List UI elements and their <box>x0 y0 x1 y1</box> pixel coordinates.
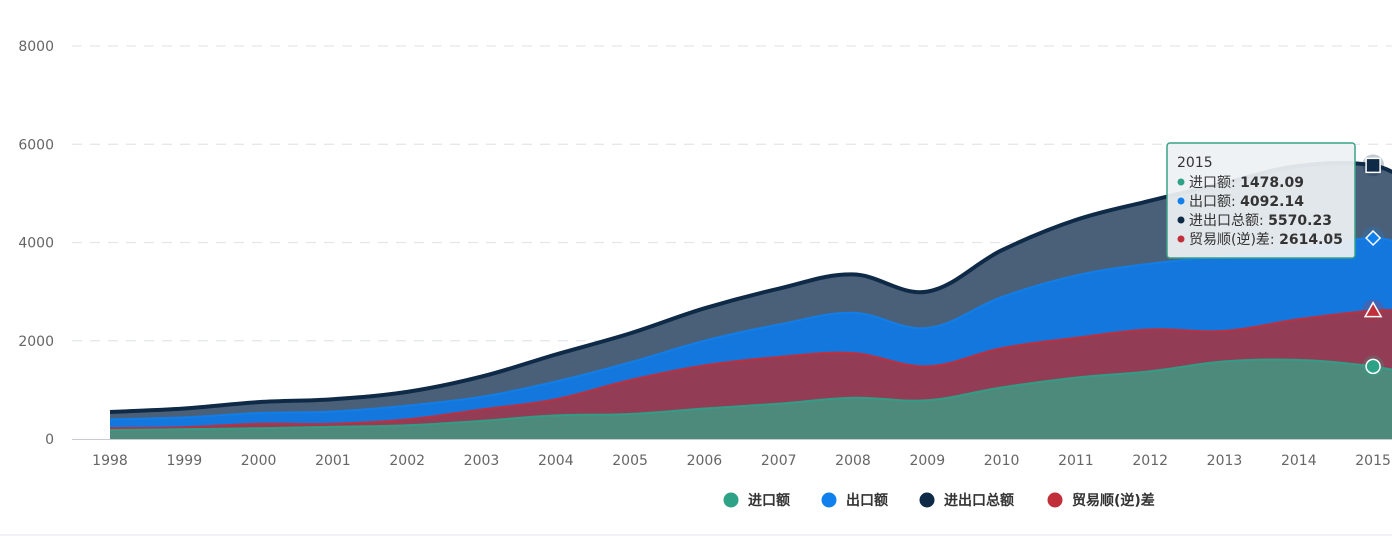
x-tick-label: 2002 <box>389 453 425 469</box>
y-tick-label: 4000 <box>18 236 54 252</box>
tooltip-swatch <box>1177 216 1185 224</box>
legend-item[interactable]: 进口额 <box>723 492 791 509</box>
x-tick-label: 2000 <box>241 453 277 469</box>
bottom-divider <box>0 534 1392 536</box>
x-tick-label: 2015 <box>1355 453 1391 469</box>
data-point-marker[interactable] <box>1365 157 1381 174</box>
x-tick-label: 2006 <box>687 453 723 469</box>
tooltip-swatch <box>1177 197 1185 205</box>
x-tick-label: 2005 <box>612 453 648 469</box>
tooltip-label: 进出口总额: <box>1189 213 1268 229</box>
x-tick-label: 2004 <box>538 453 574 469</box>
legend-swatch <box>821 492 837 508</box>
legend-label: 出口额 <box>846 492 888 509</box>
tooltip-entry: 出口额: 4092.14 <box>1189 194 1304 210</box>
legend-label: 进口额 <box>748 492 790 509</box>
y-tick-label: 8000 <box>18 39 54 55</box>
data-point-marker[interactable] <box>1365 229 1382 247</box>
legend-swatch <box>723 492 739 508</box>
legend-label: 进出口总额 <box>944 492 1014 509</box>
series-line-4 <box>109 308 1392 430</box>
x-tick-label: 2012 <box>1132 453 1168 469</box>
tooltip-title: 2015 <box>1177 155 1213 171</box>
data-point-marker[interactable] <box>1363 301 1383 318</box>
tooltip-label: 出口额: <box>1189 194 1240 210</box>
legend[interactable]: 进口额 出口额 进出口总额 贸易顺(逆)差 <box>723 492 1155 509</box>
tooltip-swatch <box>1177 235 1185 243</box>
x-tick-label: 2013 <box>1207 453 1243 469</box>
legend-item[interactable]: 出口额 <box>821 492 889 509</box>
tooltip-entry: 贸易顺(逆)差: 2614.05 <box>1189 232 1343 248</box>
x-tick-label: 1998 <box>92 453 128 469</box>
x-axis: 1998 1999 2000 2001 2002 2003 2004 2005 2006 2007… <box>72 439 1392 469</box>
series-areas <box>110 163 1392 439</box>
tooltip-entry: 进口额: 1478.09 <box>1189 175 1304 191</box>
y-tick-label: 6000 <box>18 137 54 153</box>
tooltip-label: 贸易顺(逆)差: <box>1189 232 1279 248</box>
tooltip-box <box>1166 142 1356 259</box>
x-tick-label: 2007 <box>761 453 797 469</box>
y-axis: 0 2000 4000 6000 8000 <box>18 39 54 448</box>
area-1 <box>110 359 1392 439</box>
legend-label: 贸易顺(逆)差 <box>1072 492 1155 509</box>
x-tick-label: 2003 <box>464 453 500 469</box>
tooltip-value: 2614.05 <box>1279 232 1343 248</box>
tooltip-label: 进口额: <box>1189 175 1240 191</box>
tooltip-entry: 进出口总额: 5570.23 <box>1189 213 1332 229</box>
legend-item[interactable]: 进出口总额 <box>919 492 1015 509</box>
y-tick-label: 2000 <box>18 334 54 350</box>
legend-swatch <box>919 492 935 508</box>
series-markers[interactable] <box>1362 154 1385 378</box>
x-tick-label: 2008 <box>835 453 871 469</box>
tooltip-value: 1478.09 <box>1240 175 1304 191</box>
tooltip-swatch <box>1177 178 1185 186</box>
data-point-marker[interactable] <box>1365 358 1381 375</box>
x-tick-label: 2010 <box>984 453 1020 469</box>
x-tick-label: 2009 <box>909 453 945 469</box>
series-line-1 <box>109 358 1392 432</box>
legend-swatch <box>1047 492 1063 508</box>
x-tick-label: 2014 <box>1281 453 1317 469</box>
x-tick-label: 2001 <box>315 453 351 469</box>
x-tick-label: 2011 <box>1058 453 1094 469</box>
legend-item[interactable]: 贸易顺(逆)差 <box>1047 492 1155 509</box>
x-tick-label: 1999 <box>166 453 202 469</box>
tooltip-value: 4092.14 <box>1240 194 1304 210</box>
y-tick-label: 0 <box>45 432 54 448</box>
tooltip-value: 5570.23 <box>1268 213 1332 229</box>
